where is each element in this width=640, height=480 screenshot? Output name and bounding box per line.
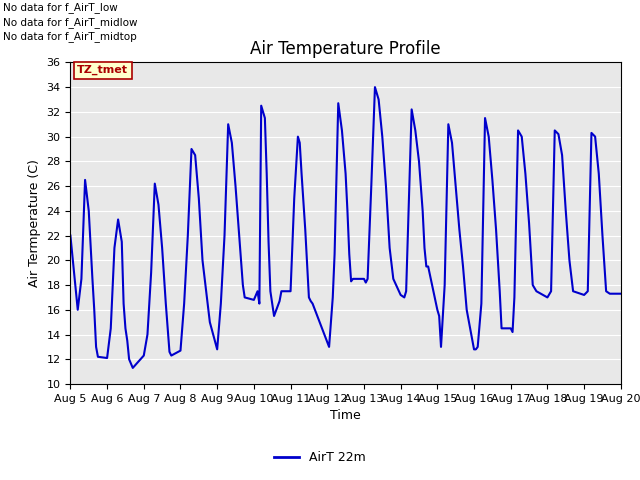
Text: No data for f_AirT_low: No data for f_AirT_low xyxy=(3,2,118,13)
Legend: AirT 22m: AirT 22m xyxy=(269,446,371,469)
Text: No data for f_AirT_midtop: No data for f_AirT_midtop xyxy=(3,31,137,42)
Text: No data for f_AirT_midlow: No data for f_AirT_midlow xyxy=(3,17,138,28)
Text: TZ_tmet: TZ_tmet xyxy=(77,65,129,75)
X-axis label: Time: Time xyxy=(330,409,361,422)
Y-axis label: Air Termperature (C): Air Termperature (C) xyxy=(28,159,41,287)
Title: Air Temperature Profile: Air Temperature Profile xyxy=(250,40,441,58)
